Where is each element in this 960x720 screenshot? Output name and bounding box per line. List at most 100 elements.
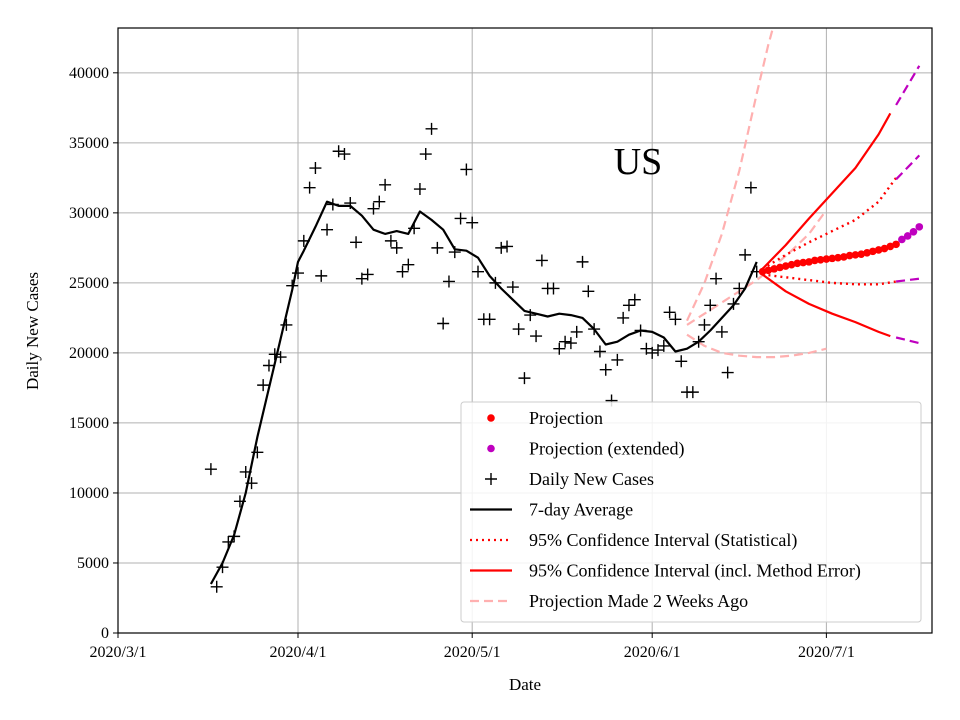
data-point-plus bbox=[332, 145, 345, 158]
data-point-plus bbox=[733, 282, 746, 295]
data-point-plus bbox=[419, 148, 432, 161]
legend-item: Projection Made 2 Weeks Ago bbox=[470, 591, 748, 611]
projection-point bbox=[828, 254, 836, 263]
legend-item: 95% Confidence Interval (Statistical) bbox=[470, 530, 797, 551]
data-point-plus bbox=[547, 282, 560, 295]
data-point-plus bbox=[454, 212, 467, 225]
data-point-plus bbox=[431, 241, 444, 254]
data-point-plus bbox=[222, 535, 235, 548]
projection-point bbox=[834, 253, 842, 262]
legend-item: 95% Confidence Interval (incl. Method Er… bbox=[470, 561, 861, 582]
data-point-plus bbox=[582, 285, 595, 298]
data-point-plus bbox=[483, 313, 496, 326]
projection-point bbox=[781, 262, 790, 270]
7-day-average-line bbox=[209, 200, 758, 585]
data-point-plus bbox=[501, 240, 514, 253]
plot-frame bbox=[117, 27, 933, 634]
data-point-plus bbox=[559, 335, 572, 348]
projection-point bbox=[886, 242, 895, 251]
data-point-plus bbox=[715, 325, 728, 338]
data-point-plus bbox=[576, 255, 589, 268]
data-point-plus bbox=[535, 254, 548, 267]
projection-extended-interval-line bbox=[895, 277, 920, 283]
data-point-plus bbox=[373, 195, 386, 208]
data-point-plus bbox=[744, 181, 757, 194]
chart-title: US bbox=[614, 141, 663, 183]
y-tick-label: 40000 bbox=[69, 65, 109, 82]
data-point-plus bbox=[570, 325, 583, 338]
legend: Projection Projection (extended) Daily New… bbox=[460, 401, 922, 623]
projection-point bbox=[874, 246, 883, 254]
data-point-plus bbox=[675, 355, 688, 368]
95-confidence-interval-incl-method-error-line bbox=[761, 112, 892, 270]
legend-label: Projection Made 2 Weeks Ago bbox=[529, 591, 748, 611]
data-point-plus bbox=[669, 313, 682, 326]
projection-point bbox=[770, 265, 778, 273]
projection-extended-point bbox=[915, 223, 924, 231]
data-point-plus bbox=[309, 162, 322, 175]
grid bbox=[117, 28, 932, 634]
x-axis-title: Date bbox=[509, 675, 541, 694]
projection-point bbox=[851, 251, 860, 259]
data-point-plus bbox=[634, 324, 647, 337]
projection-point bbox=[822, 255, 831, 263]
data-point-plus bbox=[286, 279, 299, 292]
data-point-plus bbox=[408, 222, 421, 235]
data-point-plus bbox=[379, 178, 392, 191]
95-confidence-interval-statistical-line bbox=[761, 177, 898, 270]
data-point-plus bbox=[268, 348, 281, 361]
projection-made-2-weeks-ago-line bbox=[686, 28, 775, 322]
x-tick-label: 2020/5/1 bbox=[444, 644, 501, 661]
data-point-plus bbox=[280, 318, 293, 331]
legend-label: Projection bbox=[529, 408, 603, 428]
data-point-plus bbox=[338, 148, 351, 161]
projection-point bbox=[845, 251, 854, 260]
data-point-plus bbox=[588, 323, 601, 336]
data-point-plus bbox=[646, 346, 659, 359]
data-point-plus bbox=[216, 561, 229, 574]
data-point-plus bbox=[257, 379, 270, 392]
data-point-plus bbox=[437, 317, 450, 330]
projection-extended-point bbox=[909, 227, 918, 236]
data-point-plus bbox=[297, 234, 310, 247]
y-tick-label: 30000 bbox=[69, 205, 109, 222]
data-point-plus bbox=[425, 122, 438, 135]
projection-point bbox=[869, 247, 877, 256]
data-point-plus bbox=[663, 306, 676, 319]
data-point-plus bbox=[698, 318, 711, 331]
legend-marker-dot bbox=[487, 414, 495, 422]
data-point-plus bbox=[622, 299, 635, 312]
legend-label: 95% Confidence Interval (Statistical) bbox=[529, 530, 797, 551]
projection-extended-interval-line bbox=[895, 65, 921, 106]
data-point-plus bbox=[524, 309, 537, 322]
data-point-plus bbox=[710, 272, 723, 285]
projection-made-2-weeks-ago-line bbox=[686, 333, 827, 359]
projection-point bbox=[793, 259, 802, 268]
y-tick-label: 25000 bbox=[69, 275, 109, 292]
data-point-plus bbox=[530, 330, 543, 343]
data-point-plus bbox=[657, 339, 670, 352]
data-point-plus bbox=[210, 580, 223, 593]
projection-point bbox=[857, 250, 866, 258]
y-tick-label: 5000 bbox=[77, 555, 109, 572]
y-axis-title: Daily New Cases bbox=[23, 272, 42, 390]
data-point-plus bbox=[402, 258, 415, 271]
data-point-plus bbox=[593, 345, 606, 358]
projection-point bbox=[764, 266, 773, 275]
y-tick-label: 10000 bbox=[69, 485, 109, 502]
data-point-plus bbox=[413, 183, 426, 196]
ticks: 2020/3/1 2020/4/1 2020/5/1 2020/6/1 2020/7/1… bbox=[69, 65, 855, 661]
legend-item: 7-day Average bbox=[470, 500, 633, 520]
y-tick-label: 15000 bbox=[69, 415, 109, 432]
projection-extended-point bbox=[903, 232, 912, 240]
projection-point bbox=[776, 263, 784, 272]
data-point-plus bbox=[239, 465, 252, 478]
y-tick-label: 35000 bbox=[69, 135, 109, 152]
data-point-plus bbox=[506, 281, 519, 294]
data-point-plus bbox=[442, 275, 455, 288]
data-point-plus bbox=[251, 446, 264, 459]
data-point-plus bbox=[611, 353, 624, 366]
data-point-plus bbox=[361, 268, 374, 281]
data-point-plus bbox=[292, 267, 304, 280]
data-point-plus bbox=[233, 495, 246, 508]
